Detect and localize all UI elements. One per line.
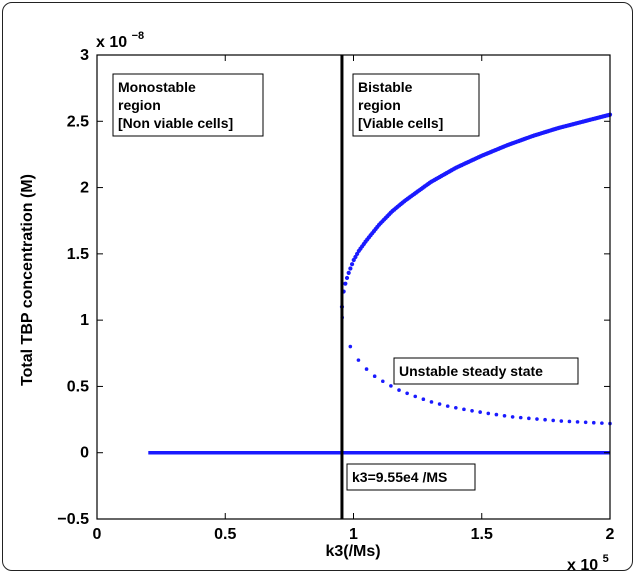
- data-point: [380, 379, 385, 384]
- bistable-annotation-line: Bistable: [358, 79, 413, 95]
- data-point: [502, 413, 507, 418]
- x-multiplier-exp: 5: [603, 553, 609, 565]
- y-tick-label: 3: [80, 47, 89, 64]
- y-multiplier-exp: −8: [132, 30, 145, 42]
- series-unstable-dotted: [340, 315, 612, 426]
- data-point: [349, 262, 355, 267]
- x-tick-label: 2: [606, 526, 615, 543]
- data-point: [372, 374, 377, 379]
- data-point: [486, 411, 491, 416]
- x-multiplier: x 10 5: [567, 553, 609, 573]
- data-point: [527, 416, 531, 421]
- data-point: [413, 394, 418, 399]
- x-tick-label: 0.5: [214, 526, 236, 543]
- data-layer: [148, 55, 613, 519]
- data-point: [478, 410, 482, 414]
- data-point: [356, 358, 361, 362]
- monostable-annotation-line: Monostable: [118, 79, 196, 95]
- y-tick-label: 0.5: [67, 378, 89, 395]
- bistable-annotation-box: [352, 73, 480, 137]
- monostable-annotation-box: [112, 73, 264, 137]
- data-point: [470, 408, 474, 413]
- data-point: [600, 421, 604, 425]
- data-point: [346, 270, 351, 275]
- axes-layer: 0 0.5 1 1.5 2−0.500.511.522.53: [57, 47, 614, 543]
- data-point: [543, 417, 547, 422]
- bistable-annotation: Bistable region [Viable cells]: [352, 73, 480, 137]
- data-point: [389, 384, 393, 388]
- data-point: [364, 367, 369, 371]
- data-point: [559, 419, 564, 423]
- data-point: [405, 391, 409, 396]
- bistable-annotation-line: region: [358, 97, 401, 113]
- k3-annotation-line: k3=9.55e4 /MS: [352, 469, 447, 485]
- unstable-annotation-line: Unstable steady state: [399, 363, 543, 379]
- y-tick-label: 1.5: [67, 246, 89, 263]
- k3-annotation-box: [346, 463, 476, 491]
- data-point: [462, 407, 466, 412]
- data-point: [421, 397, 426, 402]
- y-axis-label: Total TBP concentration (M): [19, 174, 36, 386]
- data-point: [344, 275, 350, 281]
- data-point: [583, 420, 588, 425]
- monostable-annotation: Monostable region [Non viable cells]: [112, 73, 264, 137]
- x-multiplier-base: x 10: [567, 557, 598, 573]
- y-tick-label: 0: [80, 445, 89, 462]
- y-multiplier-base: x 10: [96, 34, 127, 51]
- unstable-annotation: Unstable steady state: [393, 357, 579, 385]
- bistable-annotation-line: [Viable cells]: [358, 115, 443, 131]
- y-tick-label: 2.5: [67, 113, 89, 130]
- monostable-annotation-line: [Non viable cells]: [118, 115, 233, 131]
- data-point: [397, 388, 401, 392]
- data-point: [348, 344, 353, 349]
- data-point: [510, 415, 515, 419]
- y-tick-label: −0.5: [57, 511, 89, 528]
- data-point: [591, 420, 596, 425]
- data-point: [535, 417, 539, 421]
- x-tick-label: 0: [93, 526, 102, 543]
- data-point: [348, 266, 353, 271]
- data-point: [551, 418, 555, 423]
- series-upper-stable-solid: [339, 112, 613, 309]
- data-point: [454, 405, 458, 410]
- data-point: [518, 415, 523, 420]
- y-tick-label: 1: [80, 312, 89, 329]
- data-point: [429, 400, 434, 404]
- x-axis-label: k3(/Ms): [325, 543, 380, 560]
- data-point: [494, 412, 499, 417]
- data-point: [567, 419, 572, 424]
- data-point: [343, 281, 348, 286]
- data-point: [437, 402, 442, 406]
- x-tick-label: 1: [349, 526, 358, 543]
- y-multiplier: x 10 −8: [96, 30, 144, 51]
- y-tick-label: 2: [80, 180, 89, 197]
- monostable-annotation-line: region: [118, 97, 161, 113]
- data-point: [575, 420, 580, 424]
- x-tick-label: 1.5: [471, 526, 493, 543]
- k3-annotation: k3=9.55e4 /MS: [346, 463, 476, 491]
- unstable-annotation-box: [393, 357, 579, 385]
- data-point: [445, 404, 450, 408]
- annotation-layer: Monostable region [Non viable cells] Bistab…: [112, 73, 579, 491]
